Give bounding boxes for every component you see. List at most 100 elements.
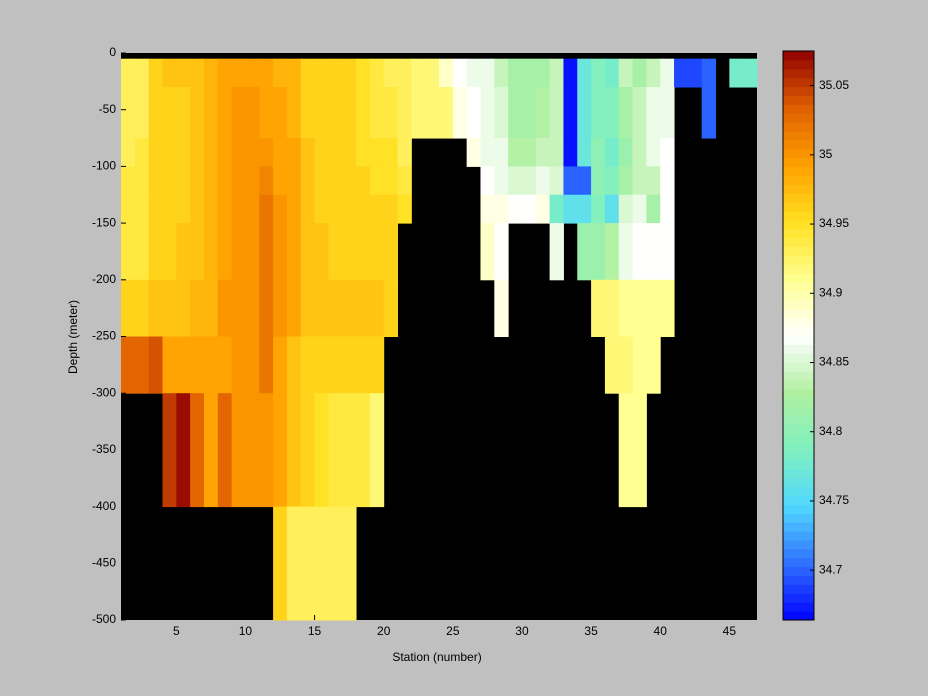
cell — [300, 87, 316, 139]
cell — [646, 166, 661, 196]
colorbar-step — [783, 424, 814, 434]
cell — [591, 166, 606, 196]
cell — [203, 166, 219, 196]
cell — [369, 279, 385, 337]
cell — [176, 336, 191, 394]
cell — [162, 194, 177, 224]
x-tick-label: 35 — [584, 624, 598, 638]
cell — [273, 87, 288, 139]
cell — [300, 336, 316, 394]
cell — [660, 223, 675, 281]
colorbar-tick-label: 35 — [819, 147, 833, 161]
cell — [314, 336, 329, 394]
cell — [618, 138, 634, 167]
colorbar-step — [783, 539, 814, 550]
cell — [286, 279, 302, 337]
cell — [356, 336, 371, 394]
colorbar-frame — [782, 50, 815, 621]
colorbar-step — [783, 504, 814, 514]
cell — [148, 336, 163, 394]
y-tick-label: -200 — [92, 272, 116, 286]
colorbar-step — [783, 104, 814, 114]
cell — [231, 336, 246, 394]
cell — [687, 58, 703, 88]
cell — [577, 223, 592, 281]
cell — [577, 166, 592, 196]
cell — [743, 58, 758, 88]
cell — [148, 194, 163, 224]
cell — [646, 194, 661, 224]
colorbar-step — [783, 388, 814, 399]
colorbar-step — [783, 451, 814, 461]
cell — [162, 393, 177, 508]
cell — [176, 166, 191, 196]
cell — [190, 194, 205, 224]
cell — [190, 279, 205, 337]
cell — [535, 138, 551, 167]
colorbar-step — [783, 459, 814, 470]
cell — [121, 166, 136, 196]
cell — [618, 87, 634, 139]
cell — [632, 279, 647, 337]
cell — [121, 336, 136, 394]
cell — [604, 194, 620, 224]
colorbar-step — [783, 468, 814, 479]
cell — [328, 87, 343, 139]
cell — [328, 138, 343, 167]
cell — [604, 223, 620, 281]
cell — [203, 58, 219, 88]
cell — [259, 194, 274, 224]
cell — [397, 58, 412, 88]
cell — [397, 166, 412, 196]
cell — [521, 138, 537, 167]
colorbar-step — [783, 68, 814, 79]
cell — [328, 393, 343, 508]
cell — [314, 166, 329, 196]
cell — [190, 393, 205, 508]
cell — [217, 166, 233, 196]
cell — [383, 138, 399, 167]
colorbar-step — [783, 291, 814, 301]
cell — [231, 393, 246, 508]
cell — [701, 87, 717, 139]
cell — [134, 279, 150, 337]
cell — [549, 58, 564, 88]
cell — [300, 166, 316, 196]
cell — [300, 393, 316, 508]
cell — [342, 58, 357, 88]
cell — [328, 506, 343, 621]
cell — [245, 87, 260, 139]
cell — [300, 223, 316, 281]
cell — [245, 138, 260, 167]
cell — [245, 166, 260, 196]
cell — [217, 87, 233, 139]
cell — [231, 279, 246, 337]
colorbar-step — [783, 113, 814, 123]
colorbar-step — [783, 273, 814, 283]
cell — [646, 58, 661, 88]
cell — [660, 58, 675, 88]
cell — [604, 166, 620, 196]
colorbar-step — [783, 433, 814, 443]
cell — [494, 223, 509, 281]
cell — [632, 223, 647, 281]
cell — [328, 336, 343, 394]
y-tick-label: 0 — [109, 45, 116, 59]
y-tick-label: -500 — [92, 612, 116, 626]
colorbar-step — [783, 282, 814, 292]
cell — [425, 58, 440, 88]
cell — [300, 194, 316, 224]
y-tick-label: -100 — [92, 159, 116, 173]
cell — [632, 138, 647, 167]
cell — [314, 58, 329, 88]
cell — [397, 138, 412, 167]
cell — [494, 138, 509, 167]
cell — [342, 393, 357, 508]
cell — [660, 194, 675, 224]
colorbar-step — [783, 193, 814, 203]
cell — [521, 166, 537, 196]
cell — [245, 336, 260, 394]
cell — [383, 279, 399, 337]
cell — [383, 166, 399, 196]
cell — [203, 138, 219, 167]
